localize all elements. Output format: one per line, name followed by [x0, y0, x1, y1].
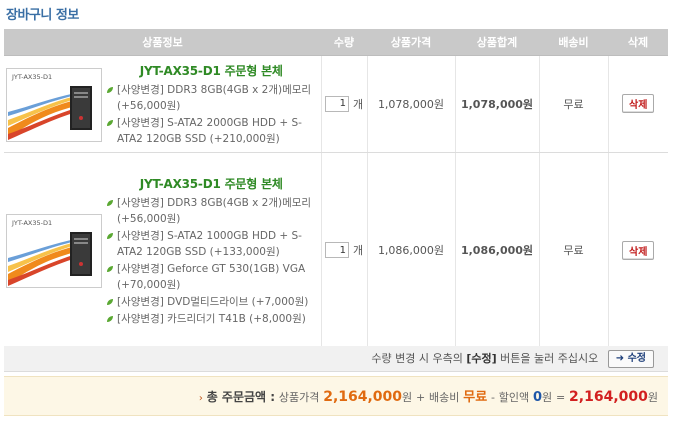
- option-line: [사양변경] DDR3 8GB(4GB x 2개)메모리 (+56,000원): [106, 195, 317, 227]
- thumbnail-caption: JYT-AX35-D1: [11, 73, 52, 81]
- quantity-notice: 수량 변경 시 우측의 [수정] 버튼을 눌러 주십시오 ➜ 수정: [4, 346, 668, 372]
- option-text: [사양변경] S-ATA2 1000GB HDD + S-ATA2 120GB …: [117, 229, 302, 258]
- option-line: [사양변경] 카드리더기 T41B (+8,000원): [106, 311, 317, 327]
- leaf-bullet-icon: [107, 86, 113, 93]
- page-title: 장바구니 정보: [6, 8, 79, 23]
- option-line: [사양변경] S-ATA2 2000GB HDD + S-ATA2 120GB …: [106, 115, 317, 147]
- delete-button[interactable]: 삭제: [622, 240, 655, 260]
- notice-text-before: 수량 변경 시 우측의: [371, 352, 467, 365]
- product-info-cell: JYT-AX35-D1 JYT-AX35-D1 주문형 본체: [4, 152, 322, 349]
- product-name[interactable]: JYT-AX35-D1 주문형 본체: [139, 176, 283, 191]
- goods-price-value: 2,164,000: [323, 389, 403, 405]
- leaf-bullet-icon: [107, 298, 113, 305]
- product-info-cell: JYT-AX35-D1 JYT-AX35-D1 주문형 본체: [4, 55, 322, 153]
- price-cell: 1,078,000원: [367, 55, 456, 153]
- option-line: [사양변경] DVD멀티드라이브 (+7,000원): [106, 294, 317, 310]
- table-row: JYT-AX35-D1 JYT-AX35-D1 주문형 본체: [4, 55, 668, 153]
- arrow-icon: ➜: [615, 353, 625, 364]
- discount-value: 0: [533, 390, 543, 405]
- product-thumbnail[interactable]: JYT-AX35-D1: [6, 214, 102, 288]
- leaf-bullet-icon: [107, 232, 113, 239]
- order-total-bar: › 총 주문금액 : 상품가격 2,164,000원 + 배송비 무료 - 할인…: [4, 376, 668, 416]
- goods-price-label: 상품가격: [278, 391, 320, 404]
- quantity-unit: 개: [352, 97, 364, 111]
- modify-button[interactable]: ➜ 수정: [607, 350, 654, 368]
- notice-text-bold: [수정]: [466, 352, 497, 365]
- option-line: [사양변경] S-ATA2 1000GB HDD + S-ATA2 120GB …: [106, 228, 317, 260]
- equals-sign: =: [556, 391, 566, 404]
- header-subtotal: 상품합계: [455, 29, 539, 56]
- table-row: JYT-AX35-D1 JYT-AX35-D1 주문형 본체: [4, 152, 668, 349]
- minus-sign: -: [490, 391, 495, 404]
- product-thumbnail[interactable]: JYT-AX35-D1: [6, 67, 102, 142]
- option-text: [사양변경] Geforce GT 530(1GB) VGA (+70,000원…: [117, 262, 306, 291]
- quantity-input[interactable]: [324, 95, 349, 112]
- thumbnail-caption: JYT-AX35-D1: [11, 219, 52, 227]
- shipping-label: 배송비: [429, 391, 460, 404]
- shipping-value: 무료: [463, 390, 488, 405]
- arrow-icon: ›: [198, 393, 203, 404]
- currency-unit: 원: [647, 391, 658, 404]
- option-text: [사양변경] S-ATA2 2000GB HDD + S-ATA2 120GB …: [117, 116, 302, 145]
- modify-label: 수정: [627, 353, 646, 364]
- cart-table: 상품정보 수량 상품가격 상품합계 배송비 삭제 JYT-AX35-D1: [4, 29, 668, 349]
- leaf-bullet-icon: [107, 119, 113, 126]
- plus-sign: +: [415, 391, 426, 404]
- option-line: [사양변경] DDR3 8GB(4GB x 2개)메모리 (+56,000원): [106, 82, 317, 114]
- grand-total-value: 2,164,000: [569, 389, 648, 405]
- leaf-bullet-icon: [107, 199, 113, 206]
- header-price: 상품가격: [367, 29, 455, 56]
- quantity-cell: 개: [321, 152, 368, 349]
- price-cell: 1,086,000원: [367, 152, 456, 349]
- delete-cell: 삭제: [608, 152, 668, 349]
- header-shipping: 배송비: [539, 29, 608, 56]
- discount-label: 할인액: [498, 391, 530, 404]
- delete-cell: 삭제: [608, 55, 668, 153]
- header-quantity: 수량: [321, 29, 367, 56]
- shipping-cell: 무료: [539, 152, 609, 349]
- quantity-input[interactable]: [324, 242, 349, 258]
- header-product-info: 상품정보: [4, 29, 321, 56]
- option-text: [사양변경] DDR3 8GB(4GB x 2개)메모리 (+56,000원): [117, 83, 312, 112]
- option-text: [사양변경] DDR3 8GB(4GB x 2개)메모리 (+56,000원): [117, 196, 312, 225]
- delete-button[interactable]: 삭제: [622, 94, 655, 113]
- header-delete: 삭제: [608, 29, 668, 56]
- option-text: [사양변경] DVD멀티드라이브 (+7,000원): [117, 295, 309, 308]
- leaf-bullet-icon: [107, 315, 113, 322]
- shipping-cell: 무료: [539, 55, 609, 153]
- currency-unit: 원: [542, 391, 553, 404]
- leaf-bullet-icon: [107, 265, 113, 272]
- option-line: [사양변경] Geforce GT 530(1GB) VGA (+70,000원…: [106, 261, 317, 293]
- subtotal-cell: 1,086,000원: [455, 152, 540, 349]
- option-text: [사양변경] 카드리더기 T41B (+8,000원): [117, 312, 306, 325]
- cart-header-row: 상품정보 수량 상품가격 상품합계 배송비 삭제: [4, 29, 668, 56]
- quantity-cell: 개: [321, 55, 368, 153]
- total-label: 총 주문금액 :: [206, 390, 276, 404]
- quantity-unit: 개: [352, 244, 364, 257]
- product-name[interactable]: JYT-AX35-D1 주문형 본체: [139, 63, 283, 78]
- currency-unit: 원: [402, 391, 413, 404]
- notice-text-after: 버튼을 눌러 주십시오: [496, 352, 599, 365]
- subtotal-cell: 1,078,000원: [455, 55, 540, 153]
